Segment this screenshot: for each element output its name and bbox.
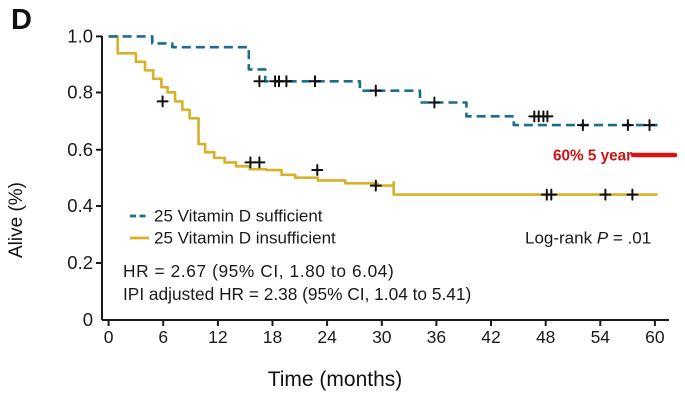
svg-text:IPI adjusted HR = 2.38 (95% CI: IPI adjusted HR = 2.38 (95% CI, 1.04 to … bbox=[123, 284, 471, 304]
svg-text:1.0: 1.0 bbox=[67, 26, 93, 47]
svg-text:60% 5 year: 60% 5 year bbox=[553, 148, 632, 165]
svg-text:Alive (%): Alive (%) bbox=[6, 182, 27, 258]
svg-text:D: D bbox=[11, 4, 32, 36]
svg-text:Log-rank P = .01: Log-rank P = .01 bbox=[525, 229, 651, 248]
svg-text:0: 0 bbox=[104, 327, 114, 347]
svg-text:HR = 2.67 (95% CI, 1.80 to 6.0: HR = 2.67 (95% CI, 1.80 to 6.04) bbox=[123, 261, 394, 281]
svg-text:24: 24 bbox=[317, 327, 337, 347]
svg-text:18: 18 bbox=[263, 327, 282, 347]
svg-text:25 Vitamin D sufficient: 25 Vitamin D sufficient bbox=[154, 207, 323, 226]
svg-text:0.2: 0.2 bbox=[67, 252, 93, 273]
svg-text:0.4: 0.4 bbox=[67, 195, 93, 216]
svg-text:0: 0 bbox=[83, 309, 93, 330]
svg-text:36: 36 bbox=[427, 327, 446, 347]
svg-text:6: 6 bbox=[158, 327, 168, 347]
svg-text:42: 42 bbox=[481, 327, 500, 347]
svg-text:12: 12 bbox=[208, 327, 227, 347]
svg-text:0.6: 0.6 bbox=[67, 139, 93, 160]
svg-text:54: 54 bbox=[591, 327, 611, 347]
svg-text:25 Vitamin D insufficient: 25 Vitamin D insufficient bbox=[154, 229, 336, 248]
svg-text:48: 48 bbox=[536, 327, 555, 347]
svg-text:60: 60 bbox=[645, 327, 665, 347]
svg-text:0.8: 0.8 bbox=[67, 82, 93, 103]
svg-text:Time (months): Time (months) bbox=[268, 368, 403, 391]
svg-text:30: 30 bbox=[372, 327, 392, 347]
